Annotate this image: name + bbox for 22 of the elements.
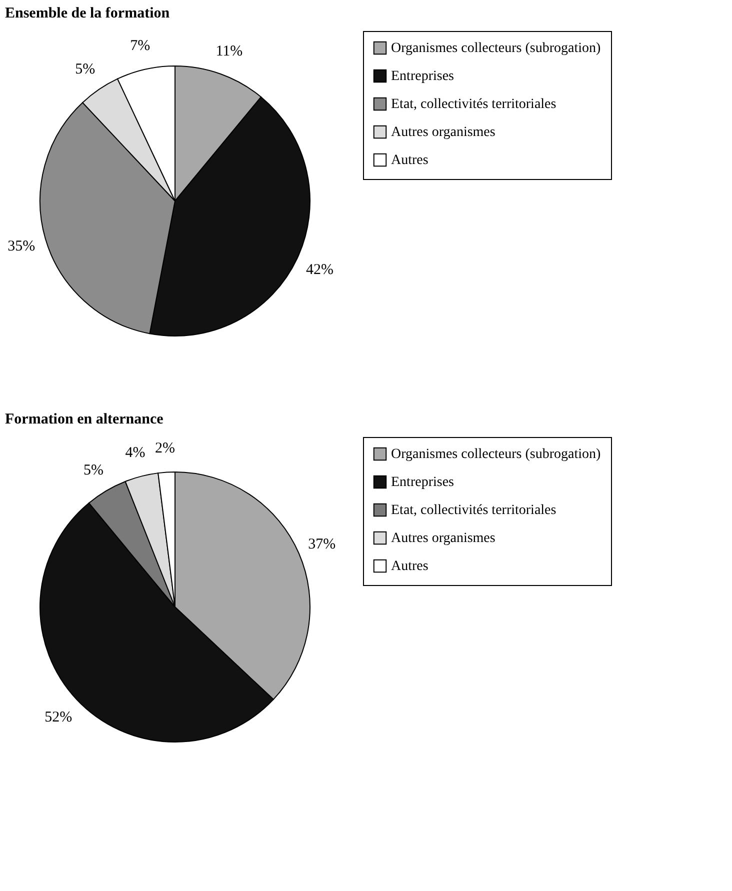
data-label: 7% — [130, 38, 150, 54]
legend-label: Organismes collecteurs (subrogation) — [391, 41, 602, 56]
data-label: 5% — [84, 462, 104, 478]
legend-label: Entreprises — [391, 475, 454, 490]
legend-label: Etat, collectivités territoriales — [391, 97, 556, 112]
legend-label: Autres — [391, 153, 428, 168]
legend-label: Autres organismes — [391, 531, 496, 546]
legend-label: Organismes collecteurs (subrogation) — [391, 447, 602, 462]
data-label: 4% — [125, 445, 146, 462]
data-label: 5% — [75, 62, 96, 78]
data-label: 42% — [306, 262, 334, 278]
legend-label: Etat, collectivités territoriales — [391, 503, 556, 518]
legend-label: Entreprises — [391, 69, 454, 84]
data-label: 35% — [8, 238, 36, 255]
legend-label: Autres — [391, 559, 428, 574]
chart-title: Ensemble de la formation — [5, 6, 170, 22]
chart-title: Formation en alternance — [5, 412, 164, 428]
data-label: 2% — [154, 440, 175, 456]
data-label: 37% — [308, 536, 336, 552]
data-label: 11% — [216, 43, 243, 60]
legend-label: Autres organismes — [391, 125, 496, 140]
data-label: 52% — [44, 710, 72, 726]
